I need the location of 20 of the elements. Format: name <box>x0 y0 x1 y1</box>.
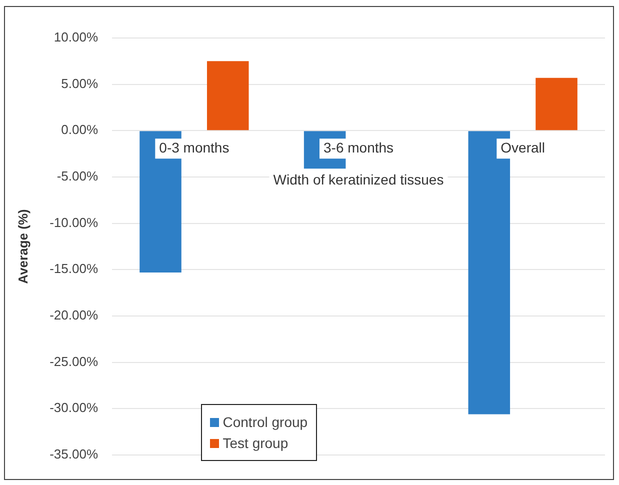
y-axis-title: Average (%) <box>15 209 30 284</box>
y-tick-label: 0.00% <box>61 122 98 138</box>
y-tick-label: -20.00% <box>50 308 98 323</box>
legend-label: Control group <box>222 414 308 430</box>
y-tick-label: -15.00% <box>50 261 98 276</box>
y-tick-label: -30.00% <box>50 400 98 416</box>
x-tick-label: 0-3 months <box>159 140 230 156</box>
y-tick-label: -35.00% <box>50 446 98 462</box>
y-tick-label: 5.00% <box>61 76 98 91</box>
bar <box>206 61 249 130</box>
bar <box>140 131 182 272</box>
y-tick-label: -5.00% <box>56 168 98 184</box>
bar <box>536 78 578 130</box>
y-tick-label: -10.00% <box>50 214 98 230</box>
x-tick-label: 3-6 months <box>323 140 394 156</box>
x-axis-title: Width of keratinized tissues <box>273 172 444 188</box>
x-tick-label: Overall <box>500 140 546 156</box>
y-tick-label: -25.00% <box>50 354 98 369</box>
y-tick-label: 10.00% <box>54 30 98 45</box>
legend-label: Test group <box>222 435 288 451</box>
